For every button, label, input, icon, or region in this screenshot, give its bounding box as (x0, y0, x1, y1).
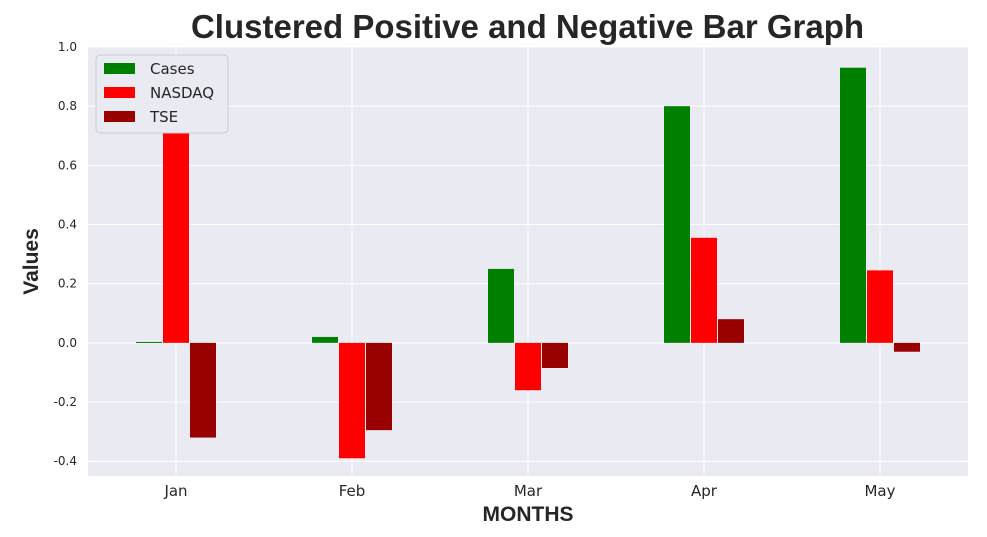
bar-nasdaq-feb (339, 342, 365, 459)
y-tick-label: 0.8 (58, 99, 77, 113)
legend-swatch-tse (104, 111, 135, 122)
x-tick-label: Jan (163, 482, 187, 500)
bar-cases-may (840, 67, 866, 343)
y-ticks: -0.4 -0.2 0.0 0.2 0.4 0.6 0.8 1.0 (54, 40, 77, 468)
bar-nasdaq-apr (691, 237, 717, 343)
x-tick-label: Mar (514, 482, 543, 500)
y-axis-label: Values (20, 228, 43, 295)
bars (136, 67, 920, 459)
y-tick-label: -0.2 (54, 395, 77, 409)
legend-label-tse: TSE (149, 108, 178, 126)
legend-label-cases: Cases (150, 60, 195, 78)
bar-nasdaq-may (867, 270, 893, 343)
y-tick-label: 0.4 (58, 218, 77, 232)
bar-tse-jan (190, 342, 216, 438)
chart-title: Clustered Positive and Negative Bar Grap… (190, 8, 865, 45)
y-tick-label: 1.0 (58, 40, 77, 54)
bar-tse-apr (718, 319, 744, 343)
y-tick-label: -0.4 (54, 454, 77, 468)
y-tick-label: 0.0 (58, 336, 77, 350)
bar-cases-jan (136, 341, 162, 343)
legend-label-nasdaq: NASDAQ (150, 84, 214, 102)
legend-swatch-nasdaq (104, 87, 135, 98)
bar-cases-feb (312, 336, 338, 343)
legend: Cases NASDAQ TSE (95, 54, 229, 134)
x-tick-label: Apr (691, 482, 718, 500)
x-tick-label: May (864, 482, 895, 500)
x-axis-label: MONTHS (483, 503, 574, 526)
y-tick-label: 0.6 (58, 158, 77, 172)
bar-tse-may (894, 342, 920, 352)
bar-nasdaq-mar (515, 342, 541, 391)
bar-tse-mar (542, 342, 568, 369)
legend-swatch-cases (104, 63, 135, 74)
x-ticks: Jan Feb Mar Apr May (163, 482, 895, 500)
bar-cases-mar (488, 268, 514, 343)
x-tick-label: Feb (339, 482, 366, 500)
bar-cases-apr (664, 106, 690, 343)
bar-nasdaq-jan (163, 123, 189, 343)
bar-tse-feb (366, 342, 392, 431)
y-tick-label: 0.2 (58, 277, 77, 291)
